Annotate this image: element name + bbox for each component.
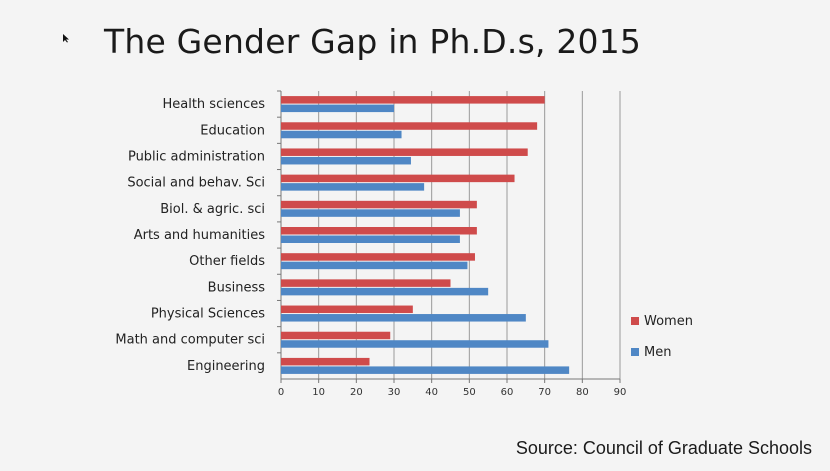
bar-men-4 [281,209,460,217]
bar-men-6 [281,261,468,270]
bar-women-0 [281,96,545,104]
slide-title: The Gender Gap in Ph.D.s, 2015 [104,22,642,61]
category-label-0: Health sciences [162,97,265,112]
bar-women-10 [281,357,370,366]
bar-men-3 [281,183,425,191]
bar-women-8 [281,305,413,314]
category-label-7: Business [208,280,266,295]
category-label-1: Education [200,123,265,138]
bar-women-1 [281,122,538,130]
legend-swatch-women [631,317,639,325]
category-label-9: Math and computer sci [115,333,265,348]
x-tick-label-90: 90 [614,387,627,398]
x-tick-label-40: 40 [425,387,438,398]
bar-women-2 [281,148,528,156]
legend-label-women: Women [644,314,693,329]
bar-women-7 [281,279,451,287]
bar-women-6 [281,253,475,261]
bar-men-2 [281,156,411,165]
bar-men-5 [281,235,460,243]
x-tick-label-60: 60 [501,387,514,398]
x-tick-label-50: 50 [463,387,476,398]
category-label-10: Engineering [187,359,265,374]
bar-women-4 [281,200,477,209]
bar-women-5 [281,227,477,235]
source-credit: Source: Council of Graduate Schools [515,438,812,458]
x-tick-label-70: 70 [538,387,551,398]
x-tick-label-10: 10 [312,387,325,398]
bar-men-8 [281,314,526,322]
category-label-4: Biol. & agric. sci [160,202,265,217]
x-tick-label-20: 20 [350,387,363,398]
category-label-2: Public administration [128,149,265,164]
legend-swatch-men [631,348,639,356]
legend-label-men: Men [644,345,671,360]
category-label-8: Physical Sciences [151,307,265,322]
category-label-5: Arts and humanities [134,228,265,243]
x-tick-label-0: 0 [278,387,284,398]
x-tick-label-30: 30 [388,387,401,398]
bar-men-10 [281,366,570,374]
x-tick-label-80: 80 [576,387,589,398]
bar-women-3 [281,174,515,183]
mouse-cursor-icon [63,34,69,43]
category-label-6: Other fields [189,254,265,269]
bar-men-7 [281,287,489,296]
bar-men-1 [281,130,402,139]
category-label-3: Social and behav. Sci [127,176,265,191]
bar-men-0 [281,104,394,113]
bar-women-9 [281,331,391,340]
bar-men-9 [281,340,549,348]
